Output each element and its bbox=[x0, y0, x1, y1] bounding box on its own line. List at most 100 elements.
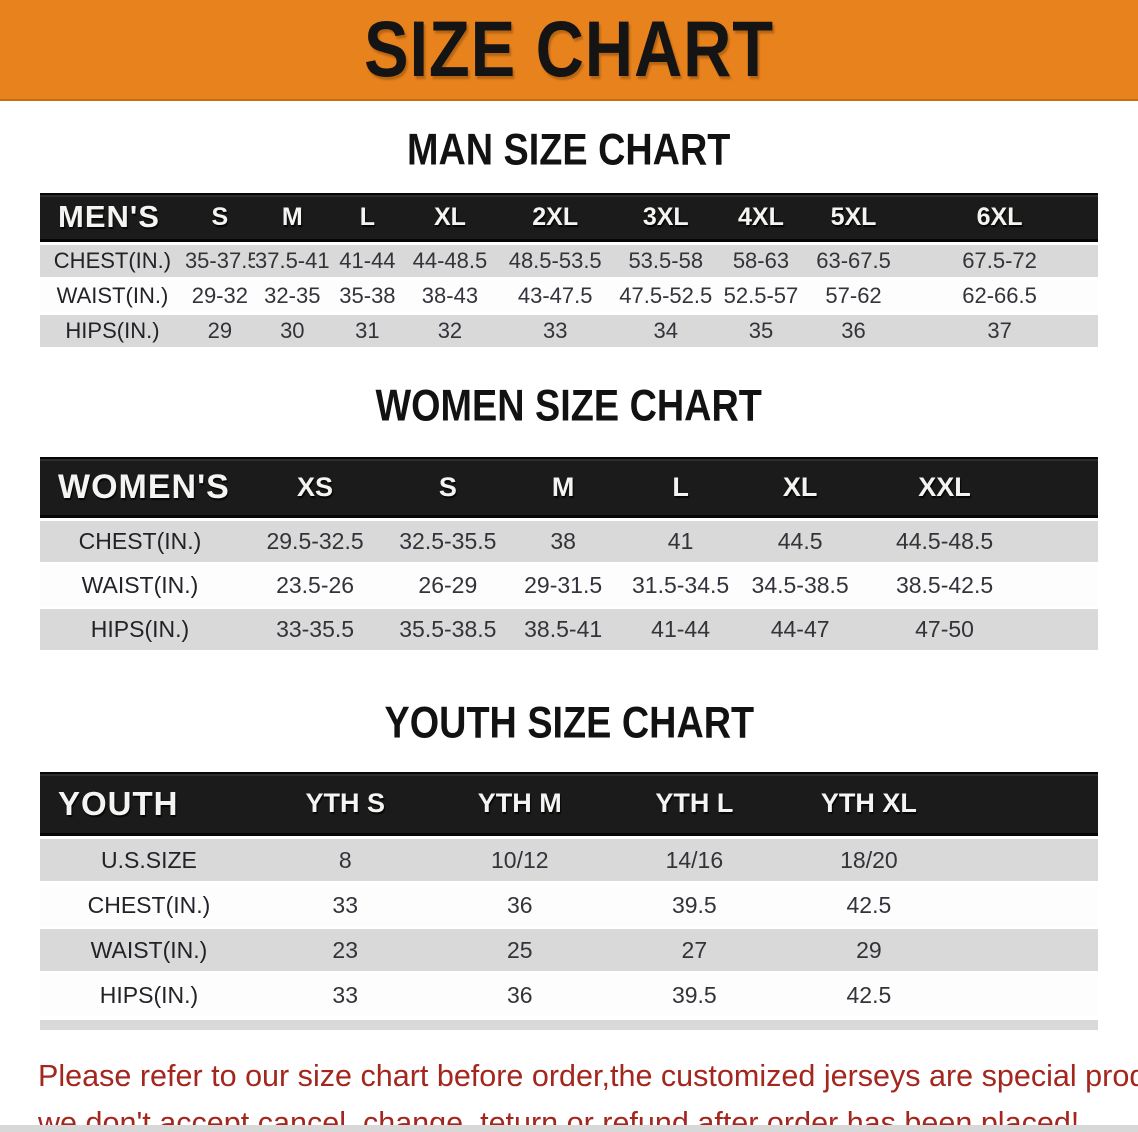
row-label: CHEST(IN.) bbox=[40, 521, 240, 562]
youth-size-header: YTH XL bbox=[781, 772, 957, 836]
row-label: HIPS(IN.) bbox=[40, 609, 240, 650]
men-size-header: S bbox=[184, 193, 255, 242]
men-heading-text: MAN SIZE CHART bbox=[407, 124, 731, 175]
women-section-heading: WOMEN SIZE CHART bbox=[0, 380, 1138, 431]
row-label: HIPS(IN.) bbox=[40, 315, 185, 347]
men-hips-row: HIPS(IN.) 29 30 31 32 33 34 35 36 37 bbox=[40, 315, 1098, 347]
size-value-cell: 29.5-32.5 bbox=[239, 521, 391, 562]
size-value-cell: 44-47 bbox=[740, 609, 860, 650]
youth-corner-label: YOUTH bbox=[40, 772, 258, 836]
size-value-cell: 31 bbox=[329, 315, 405, 347]
size-value-cell: 33 bbox=[257, 974, 433, 1016]
youth-section-heading: YOUTH SIZE CHART bbox=[0, 697, 1138, 748]
row-label: CHEST(IN.) bbox=[40, 245, 185, 277]
size-value-cell: 32-35 bbox=[254, 280, 330, 312]
spacer-cell bbox=[956, 929, 1098, 971]
men-corner-label: MEN'S bbox=[40, 193, 185, 242]
size-value-cell: 43-47.5 bbox=[494, 280, 616, 312]
women-waist-row: WAIST(IN.) 23.5-26 26-29 29-31.5 31.5-34… bbox=[40, 565, 1098, 606]
women-heading-text: WOMEN SIZE CHART bbox=[375, 380, 763, 431]
size-value-cell: 35-38 bbox=[329, 280, 405, 312]
size-value-cell: 14/16 bbox=[607, 839, 782, 881]
size-value-cell: 41-44 bbox=[620, 609, 741, 650]
size-value-cell: 53.5-58 bbox=[615, 245, 716, 277]
size-value-cell: 57-62 bbox=[805, 280, 902, 312]
women-chest-row: CHEST(IN.) 29.5-32.5 32.5-35.5 38 41 44.… bbox=[40, 521, 1098, 562]
youth-size-header: YTH S bbox=[257, 772, 433, 836]
women-corner-label: WOMEN'S bbox=[40, 457, 240, 518]
size-value-cell: 23 bbox=[257, 929, 433, 971]
size-value-cell: 8 bbox=[257, 839, 433, 881]
size-chart-banner: SIZE CHART bbox=[0, 0, 1138, 101]
size-value-cell: 39.5 bbox=[607, 884, 782, 926]
disclaimer-text: Please refer to our size chart before or… bbox=[38, 1052, 1138, 1132]
size-value-cell: 38.5-41 bbox=[505, 609, 621, 650]
size-value-cell: 23.5-26 bbox=[239, 565, 391, 606]
men-header-row: MEN'S S M L XL 2XL 3XL 4XL 5XL 6XL bbox=[40, 193, 1098, 242]
spacer-cell bbox=[1029, 521, 1098, 562]
size-value-cell: 29 bbox=[781, 929, 957, 971]
row-label: U.S.SIZE bbox=[40, 839, 258, 881]
row-label: WAIST(IN.) bbox=[40, 565, 240, 606]
size-value-cell: 38 bbox=[505, 521, 621, 562]
size-value-cell: 35 bbox=[716, 315, 806, 347]
youth-table-bottom-strip bbox=[40, 1020, 1098, 1030]
women-size-header: M bbox=[505, 457, 621, 518]
women-size-header: L bbox=[620, 457, 741, 518]
youth-hips-row: HIPS(IN.) 33 36 39.5 42.5 bbox=[40, 974, 1098, 1016]
men-size-header: L bbox=[329, 193, 405, 242]
men-size-header: 3XL bbox=[615, 193, 716, 242]
size-value-cell: 63-67.5 bbox=[805, 245, 902, 277]
women-size-table: WOMEN'S XS S M L XL XXL CHEST(IN.) 29.5-… bbox=[40, 454, 1098, 653]
size-value-cell: 31.5-34.5 bbox=[620, 565, 741, 606]
size-value-cell: 52.5-57 bbox=[716, 280, 806, 312]
youth-chest-row: CHEST(IN.) 33 36 39.5 42.5 bbox=[40, 884, 1098, 926]
row-label: HIPS(IN.) bbox=[40, 974, 258, 1016]
size-value-cell: 42.5 bbox=[781, 974, 957, 1016]
men-size-header: 4XL bbox=[716, 193, 806, 242]
size-value-cell: 32.5-35.5 bbox=[390, 521, 506, 562]
size-value-cell: 18/20 bbox=[781, 839, 957, 881]
size-value-cell: 38-43 bbox=[404, 280, 495, 312]
men-size-header: M bbox=[254, 193, 330, 242]
men-size-header: 2XL bbox=[494, 193, 616, 242]
youth-ussize-row: U.S.SIZE 8 10/12 14/16 18/20 bbox=[40, 839, 1098, 881]
size-value-cell: 47.5-52.5 bbox=[615, 280, 716, 312]
size-value-cell: 35.5-38.5 bbox=[390, 609, 506, 650]
size-value-cell: 37 bbox=[901, 315, 1098, 347]
size-value-cell: 36 bbox=[805, 315, 902, 347]
women-header-row: WOMEN'S XS S M L XL XXL bbox=[40, 457, 1098, 518]
size-value-cell: 32 bbox=[404, 315, 495, 347]
size-value-cell: 33 bbox=[257, 884, 433, 926]
size-value-cell: 25 bbox=[432, 929, 608, 971]
size-value-cell: 47-50 bbox=[859, 609, 1030, 650]
spacer-cell bbox=[1029, 457, 1098, 518]
women-size-header: S bbox=[390, 457, 506, 518]
size-value-cell: 36 bbox=[432, 974, 608, 1016]
women-size-header: XL bbox=[740, 457, 860, 518]
women-hips-row: HIPS(IN.) 33-35.5 35.5-38.5 38.5-41 41-4… bbox=[40, 609, 1098, 650]
size-value-cell: 36 bbox=[432, 884, 608, 926]
youth-waist-row: WAIST(IN.) 23 25 27 29 bbox=[40, 929, 1098, 971]
spacer-cell bbox=[956, 974, 1098, 1016]
size-value-cell: 29 bbox=[184, 315, 255, 347]
size-value-cell: 38.5-42.5 bbox=[859, 565, 1030, 606]
size-value-cell: 10/12 bbox=[432, 839, 608, 881]
row-label: WAIST(IN.) bbox=[40, 929, 258, 971]
men-section-heading: MAN SIZE CHART bbox=[0, 124, 1138, 175]
youth-heading-text: YOUTH SIZE CHART bbox=[384, 697, 754, 748]
size-value-cell: 42.5 bbox=[781, 884, 957, 926]
size-value-cell: 37.5-41 bbox=[254, 245, 330, 277]
size-value-cell: 34.5-38.5 bbox=[740, 565, 860, 606]
youth-header-row: YOUTH YTH S YTH M YTH L YTH XL bbox=[40, 772, 1098, 836]
spacer-cell bbox=[956, 839, 1098, 881]
size-value-cell: 33 bbox=[494, 315, 616, 347]
size-value-cell: 29-31.5 bbox=[505, 565, 621, 606]
youth-size-header: YTH M bbox=[432, 772, 608, 836]
size-value-cell: 35-37.5 bbox=[184, 245, 255, 277]
size-value-cell: 44-48.5 bbox=[404, 245, 495, 277]
women-size-header: XS bbox=[239, 457, 391, 518]
disclaimer-line-1: Please refer to our size chart before or… bbox=[38, 1058, 1138, 1093]
size-value-cell: 67.5-72 bbox=[901, 245, 1098, 277]
men-size-header: 5XL bbox=[805, 193, 902, 242]
